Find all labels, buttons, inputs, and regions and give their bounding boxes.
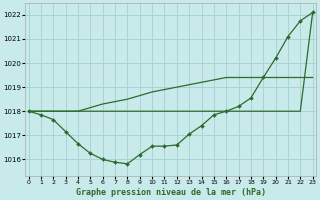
X-axis label: Graphe pression niveau de la mer (hPa): Graphe pression niveau de la mer (hPa)	[76, 188, 266, 197]
